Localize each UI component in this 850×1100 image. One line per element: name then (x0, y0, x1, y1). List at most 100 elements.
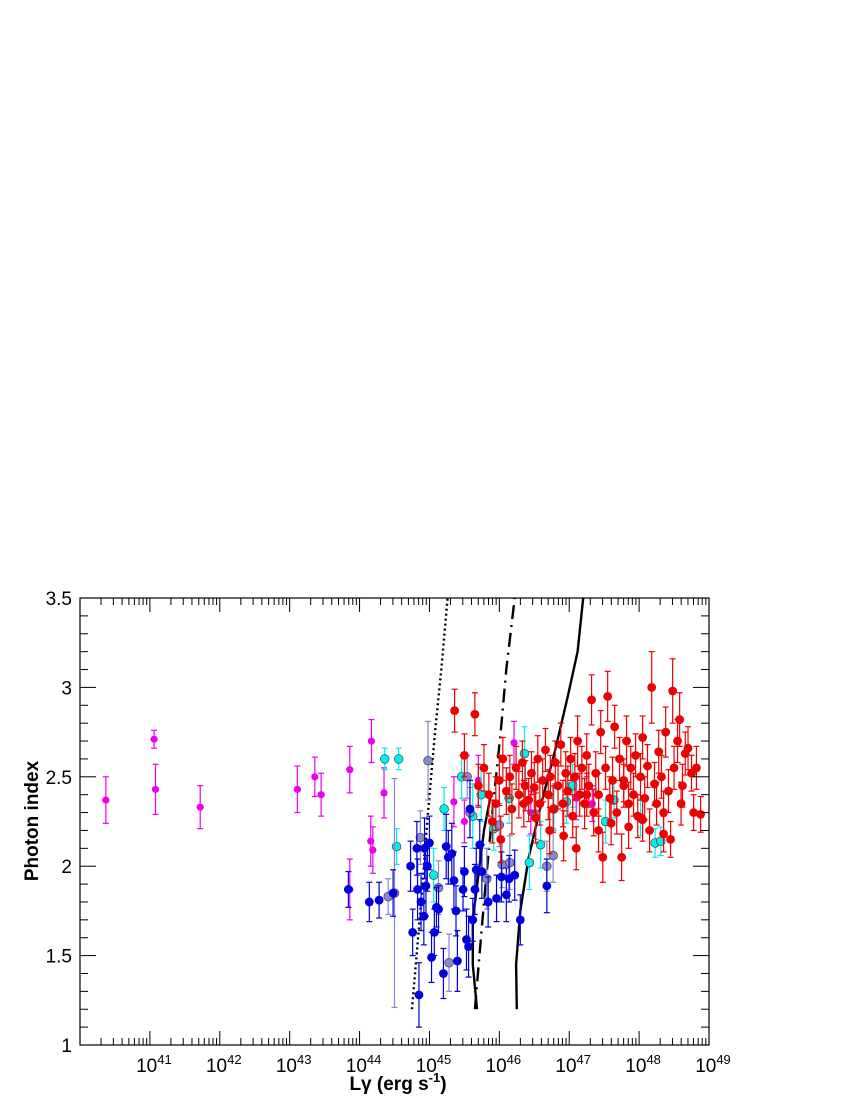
data-point (460, 799, 468, 844)
data-point (425, 815, 434, 871)
model-curve-solid (471, 794, 493, 1010)
marker (507, 804, 517, 814)
data-point (479, 744, 489, 792)
marker (519, 799, 529, 809)
marker (484, 790, 494, 800)
marker (657, 772, 666, 782)
data-point (598, 831, 608, 883)
marker (582, 750, 592, 760)
data-point (610, 704, 620, 749)
data-point (645, 808, 654, 853)
data-point (563, 765, 573, 817)
data-point (413, 858, 422, 921)
data-point (529, 761, 539, 814)
tick-labels: 1 1.5 2 2.5 3 3.5 1041 1042 1043 1044 1045 1046 1047… (46, 589, 731, 1077)
marker (364, 897, 374, 907)
marker (496, 834, 506, 844)
marker (645, 826, 654, 835)
data-point (408, 908, 418, 957)
data-point (545, 806, 555, 855)
data-point (514, 770, 524, 819)
data-point (510, 720, 518, 765)
marker (577, 763, 587, 773)
data-point (444, 933, 454, 992)
data-point (429, 908, 439, 957)
marker (615, 754, 624, 764)
marker (638, 815, 648, 825)
marker (494, 775, 504, 785)
data-point (624, 804, 634, 849)
marker (441, 842, 451, 851)
marker (451, 906, 461, 916)
marker (545, 826, 555, 835)
data-point (434, 885, 443, 933)
y-tick-label: 3.5 (46, 589, 72, 610)
marker (293, 785, 301, 793)
data-point (453, 929, 462, 992)
data-point (102, 776, 110, 824)
marker (464, 942, 473, 952)
marker (434, 904, 443, 914)
data-point (459, 845, 469, 898)
marker (470, 885, 480, 894)
data-point (542, 858, 552, 914)
marker (317, 791, 325, 799)
data-point (380, 747, 390, 771)
marker (406, 861, 415, 871)
marker (487, 817, 497, 826)
marker (470, 709, 480, 719)
marker (413, 885, 422, 894)
data-point (606, 801, 616, 846)
data-point (675, 692, 685, 748)
data-point (423, 720, 433, 801)
marker (444, 958, 454, 968)
marker (606, 818, 616, 828)
data-point (393, 747, 404, 771)
data-point (587, 674, 596, 726)
y-tick-label: 1.5 (46, 947, 72, 968)
data-point (406, 840, 415, 892)
data-point (533, 735, 543, 783)
data-point (608, 756, 617, 805)
data-point (571, 826, 581, 871)
marker (447, 849, 457, 859)
marker (571, 843, 581, 853)
marker (519, 748, 530, 759)
data-point (638, 715, 648, 760)
marker (666, 834, 675, 844)
data-point (196, 785, 204, 830)
marker (346, 766, 354, 774)
data-point (566, 736, 576, 781)
marker (668, 686, 678, 696)
data-point (638, 797, 648, 842)
data-point (666, 820, 675, 858)
data-point (669, 745, 679, 790)
marker (619, 775, 629, 785)
marker (505, 857, 515, 868)
marker (450, 706, 460, 716)
marker (553, 781, 563, 791)
data-point (545, 754, 555, 799)
data-point (596, 710, 606, 755)
marker (696, 809, 706, 819)
marker (659, 808, 668, 817)
marker (598, 852, 608, 862)
marker (459, 750, 469, 760)
data-point (343, 870, 353, 908)
data-point (676, 781, 686, 826)
data-point (510, 849, 520, 901)
data-point (498, 736, 508, 781)
marker (542, 881, 552, 891)
marker (343, 885, 353, 894)
data-point (507, 783, 517, 835)
marker (661, 727, 671, 737)
data-point (601, 745, 610, 790)
data-point (483, 876, 493, 928)
marker (558, 799, 568, 809)
marker (374, 895, 384, 905)
data-point (661, 706, 671, 758)
data-point (487, 799, 497, 844)
marker (556, 740, 566, 750)
marker (102, 796, 110, 804)
